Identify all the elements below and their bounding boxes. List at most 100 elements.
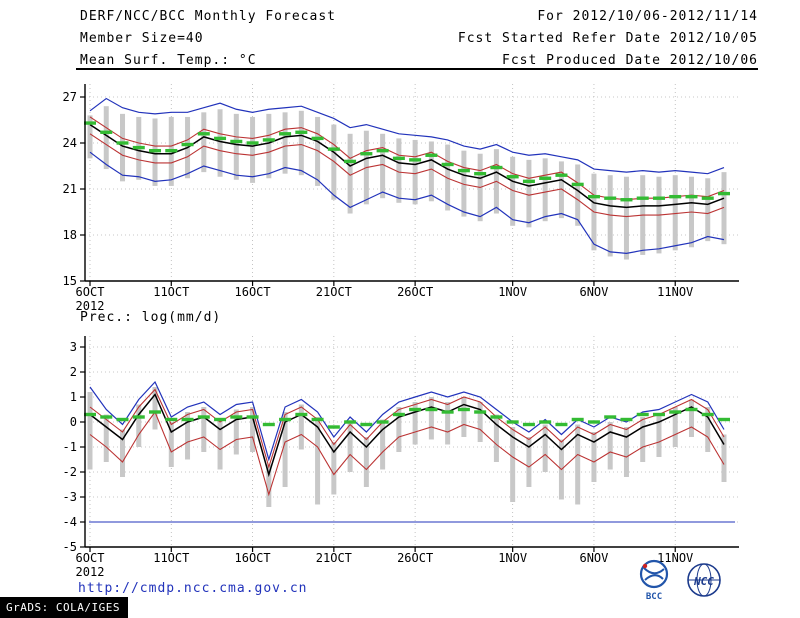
ensemble-spread-bar (266, 113, 272, 179)
ensemble-spread-bar (705, 178, 711, 242)
x-year-label: 2012 (76, 565, 105, 579)
ensemble-spread-bar (250, 407, 256, 452)
bcc-logo-dot (642, 563, 648, 569)
ensemble-spread-bar (233, 113, 239, 180)
ensemble-spread-bar (298, 404, 304, 450)
ensemble-spread-bar (510, 156, 516, 226)
ensemble-spread-bar (672, 175, 678, 251)
ensemble-spread-bar (428, 141, 434, 202)
temperature-panel-title: Mean Surf. Temp.: °C (80, 53, 257, 68)
produced-date-label: Fcst Produced Date 2012/10/06 (502, 53, 758, 68)
precipitation-chart: -5 -4 -3 -2 -1 0 1 2 3 6OCT 11OCT 16OCT 21OCT 26OCT 1N… (63, 336, 739, 579)
x-tick-label: 26OCT (397, 285, 433, 299)
website-link[interactable]: http://cmdp.ncc.cma.gov.cn (78, 581, 308, 596)
ensemble-spread-bar (266, 464, 272, 507)
ensemble-spread-bar (623, 176, 629, 260)
ensemble-spread-bar (120, 429, 126, 477)
x-tick-label: 11OCT (153, 551, 189, 565)
ensemble-spread-bar (347, 422, 353, 472)
ensemble-spread-bar (575, 424, 581, 505)
ensemble-spread-bar (152, 387, 158, 430)
ensemble-spread-bar (217, 419, 223, 470)
x-tick-label: 6OCT (76, 551, 105, 565)
y-tick-label: -1 (63, 440, 77, 454)
series-quartile-75 (89, 116, 725, 201)
series-quartile-25 (89, 410, 725, 497)
ensemble-spread-bar (526, 159, 532, 228)
ensemble-spread-bar (298, 110, 304, 176)
ensemble-spread-bar (315, 116, 321, 186)
ensemble-spread-bar (103, 414, 109, 462)
ensemble-spread-bar (672, 407, 678, 447)
y-tick-label: -4 (63, 515, 77, 529)
ensemble-spread-bar (428, 397, 434, 440)
x-tick-label: 6NOV (579, 285, 608, 299)
ensemble-spread-bar (201, 407, 207, 452)
ensemble-spread-bar (396, 138, 402, 203)
ensemble-spread-bar (721, 434, 727, 482)
series-ensemble-mean (89, 123, 725, 209)
x-tick-label: 11NOV (657, 285, 693, 299)
ensemble-spread-bar (607, 175, 613, 257)
series-quartile-75 (89, 388, 725, 469)
ensemble-spread-bar (445, 144, 451, 211)
ncc-logo-icon: NCC (687, 563, 721, 597)
x-tick-label: 21OCT (316, 285, 352, 299)
header-divider (76, 68, 758, 70)
ensemble-spread-bar (250, 116, 256, 183)
ensemble-spread-bar (542, 424, 548, 472)
ensemble-spread-bar (640, 417, 646, 462)
x-tick-label: 1NOV (498, 551, 527, 565)
ensemble-spread-bar (120, 113, 126, 182)
ensemble-spread-bar (607, 422, 613, 470)
x-tick-label: 11OCT (153, 285, 189, 299)
ensemble-spread-bar (380, 419, 386, 470)
series-quartile-25 (89, 133, 725, 218)
ensemble-spread-bar (282, 112, 288, 174)
temperature-chart: 15 18 21 24 27 6OCT 11OCT 16OCT 21OCT 26OCT 1NOV 6N… (63, 84, 739, 313)
ensemble-spread-bar (331, 124, 337, 200)
ensemble-spread-bar (315, 417, 321, 505)
y-tick-label: -3 (63, 490, 77, 504)
series-ensemble-min (89, 151, 725, 255)
ensemble-spread-bar (363, 437, 369, 487)
logo-group: BCC NCC (636, 558, 726, 602)
x-tick-label: 21OCT (316, 551, 352, 565)
ensemble-spread-bar (87, 115, 93, 159)
bcc-logo-swirl-top (643, 567, 665, 575)
ensemble-spread-bar (526, 437, 532, 487)
series-ensemble-max (89, 380, 725, 462)
y-tick-label: 21 (63, 182, 77, 196)
y-tick-label: -2 (63, 465, 77, 479)
grads-credit: GrADS: COLA/IGES (0, 597, 128, 618)
ensemble-spread-bar (591, 432, 597, 482)
ensemble-spread-bar (217, 109, 223, 177)
ensemble-spread-bar (282, 412, 288, 487)
ensemble-spread-bar (558, 161, 564, 219)
y-tick-label: 3 (70, 340, 77, 354)
ensemble-spread-bar (705, 407, 711, 452)
ensemble-spread-bar (412, 139, 418, 205)
ensemble-spread-bar (331, 442, 337, 495)
y-tick-label: 15 (63, 274, 77, 288)
ensemble-spread-bar (656, 414, 662, 457)
ensemble-spread-bar (461, 150, 467, 217)
bcc-logo-label: BCC (646, 592, 662, 602)
ensemble-spread-bar (445, 402, 451, 445)
ensemble-spread-bar (623, 427, 629, 477)
precip-panel-title: Prec.: log(mm/d) (80, 310, 222, 325)
ensemble-spread-bar (461, 397, 467, 437)
ensemble-spread-bar (412, 402, 418, 445)
x-tick-label: 16OCT (235, 551, 271, 565)
series-ensemble-max (89, 97, 725, 175)
y-tick-label: 18 (63, 228, 77, 242)
forecast-range-label: For 2012/10/06-2012/11/14 (537, 9, 758, 24)
series-ensemble-mean (89, 393, 725, 478)
x-tick-label: 16OCT (235, 285, 271, 299)
y-tick-label: 24 (63, 136, 77, 150)
ensemble-spread-bar (380, 133, 386, 199)
ncc-logo-label: NCC (693, 575, 714, 588)
refer-date-label: Fcst Started Refer Date 2012/10/05 (457, 31, 758, 46)
x-tick-label: 1NOV (498, 285, 527, 299)
bcc-logo-swirl-bottom (644, 574, 664, 581)
